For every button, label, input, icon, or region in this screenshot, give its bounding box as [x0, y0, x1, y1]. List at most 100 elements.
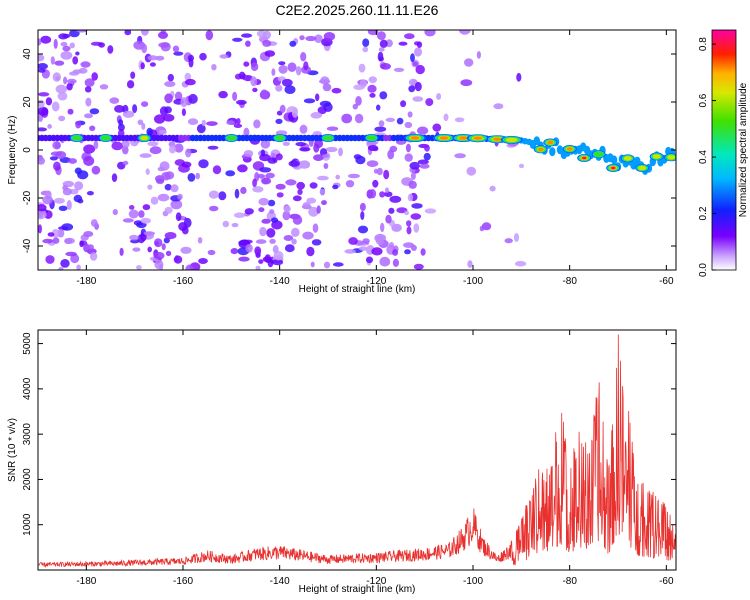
spectrogram-peak-cell: [638, 165, 647, 171]
spectrogram-noise-cell: [254, 246, 262, 256]
spectrogram-noise-cell: [319, 100, 331, 107]
spectrogram-noise-cell: [141, 30, 149, 36]
spectrogram-noise-cell: [60, 41, 68, 47]
spectrogram-noise-cell: [197, 237, 203, 244]
spectrogram-noise-cell: [338, 147, 343, 157]
spectrogram-peak-cell: [473, 136, 483, 140]
spectrogram-noise-cell: [385, 117, 395, 122]
spectrogram-noise-cell: [141, 101, 149, 107]
spectrogram-noise-cell: [335, 174, 341, 180]
spectrogram-noise-cell: [142, 204, 151, 211]
spectrogram-noise-cell: [42, 238, 54, 244]
spectrogram-noise-cell: [257, 173, 265, 179]
spectrogram-noise-cell: [273, 250, 284, 261]
spectrogram-noise-cell: [52, 72, 61, 82]
spectrogram-noise-cell: [90, 219, 98, 227]
spectrogram-noise-cell: [258, 197, 270, 206]
spectrogram-noise-cell: [291, 238, 297, 245]
spectrogram-noise-cell: [129, 234, 139, 241]
spectrogram-noise-cell: [45, 97, 53, 106]
spectrogram-ridge-cell: [610, 155, 618, 165]
spectrogram-noise-cell: [154, 238, 163, 248]
spectrogram-noise-cell: [236, 99, 247, 105]
spectrogram-noise-cell: [278, 65, 288, 74]
spectrogram-noise-cell: [159, 263, 164, 270]
spectrogram-noise-cell: [366, 160, 379, 168]
spectrogram-noise-cell: [516, 72, 522, 82]
spectrogram-noise-cell: [258, 259, 264, 264]
spectrogram-noise-cell: [150, 196, 159, 205]
snr-marks: [38, 334, 676, 569]
spectrogram-x-tick-label: -140: [270, 276, 290, 287]
snr-x-label: Height of straight line (km): [299, 584, 416, 595]
spectrogram-noise-cell: [460, 79, 473, 87]
spectrogram-noise-cell: [271, 68, 276, 76]
spectrogram-noise-cell: [289, 40, 297, 47]
spectrogram-noise-cell: [119, 247, 124, 256]
spectrogram-noise-cell: [147, 246, 152, 253]
spectrogram-noise-cell: [420, 248, 426, 256]
spectrogram-noise-cell: [73, 194, 83, 203]
spectrogram-noise-cell: [281, 78, 293, 87]
spectrogram-noise-cell: [298, 161, 308, 168]
spectrogram-noise-cell: [404, 210, 410, 216]
spectrogram-noise-cell: [261, 218, 271, 224]
spectrogram-noise-cell: [173, 255, 183, 264]
spectrogram-noise-cell: [372, 179, 379, 188]
spectrogram-noise-cell: [93, 140, 99, 150]
spectrogram-noise-cell: [353, 84, 365, 90]
spectrogram-noise-cell: [141, 122, 146, 130]
spectrogram-noise-cell: [493, 103, 504, 110]
spectrogram-noise-cell: [122, 218, 134, 223]
spectrogram-noise-cell: [322, 83, 332, 92]
spectrogram-y-tick-label: -40: [22, 238, 33, 253]
spectrogram-noise-cell: [58, 115, 66, 122]
spectrogram-noise-cell: [408, 78, 417, 86]
spectrogram-noise-cell: [302, 231, 314, 240]
spectrogram-noise-cell: [317, 175, 329, 181]
spectrogram-noise-cell: [147, 184, 153, 190]
spectrogram-noise-cell: [201, 119, 206, 127]
snr-x-tick-label: -140: [270, 576, 290, 587]
snr-y-tick-label: 5000: [22, 332, 33, 355]
spectrogram-noise-cell: [367, 84, 377, 93]
spectrogram-noise-cell: [154, 114, 165, 124]
spectrogram-ridge-cell: [549, 147, 556, 157]
spectrogram-noise-cell: [377, 51, 384, 62]
spectrogram-noise-cell: [406, 226, 412, 235]
spectrogram-noise-cell: [44, 210, 53, 219]
spectrogram-noise-cell: [269, 209, 275, 215]
spectrogram-noise-cell: [362, 38, 370, 47]
spectrogram-noise-cell: [424, 144, 430, 152]
spectrogram-noise-cell: [367, 30, 379, 36]
snr-y-tick-label: 3000: [22, 423, 33, 446]
spectrogram-noise-cell: [260, 89, 269, 99]
spectrogram-noise-cell: [411, 203, 423, 209]
spectrogram-noise-cell: [198, 159, 209, 169]
spectrogram-noise-cell: [53, 161, 61, 171]
spectrogram-noise-cell: [388, 242, 394, 249]
spectrogram-noise-cell: [238, 239, 250, 246]
spectrogram-peak-cell: [537, 147, 544, 151]
spectrogram-noise-cell: [231, 222, 239, 228]
spectrogram-noise-cell: [262, 39, 272, 47]
spectrogram-noise-cell: [138, 210, 145, 218]
spectrogram-noise-cell: [49, 156, 58, 161]
spectrogram-noise-cell: [175, 212, 182, 222]
spectrogram-noise-cell: [232, 37, 243, 42]
snr-x-tick-label: -120: [366, 576, 386, 587]
spectrogram-noise-cell: [292, 215, 303, 225]
spectrogram-noise-cell: [405, 143, 411, 153]
spectrogram-noise-cell: [310, 112, 323, 119]
spectrogram-x-tick-label: -80: [562, 276, 577, 287]
spectrogram-noise-cell: [378, 120, 385, 127]
spectrogram-noise-cell: [57, 228, 65, 238]
spectrogram-noise-cell: [147, 141, 159, 147]
spectrogram-noise-cell: [272, 259, 284, 266]
spectrogram-noise-cell: [407, 111, 413, 118]
spectrogram-noise-cell: [69, 30, 80, 38]
spectrogram-noise-cell: [315, 93, 320, 102]
spectrogram-noise-cell: [374, 126, 387, 132]
spectrogram-noise-cell: [207, 145, 219, 150]
spectrogram-noise-cell: [226, 120, 235, 125]
